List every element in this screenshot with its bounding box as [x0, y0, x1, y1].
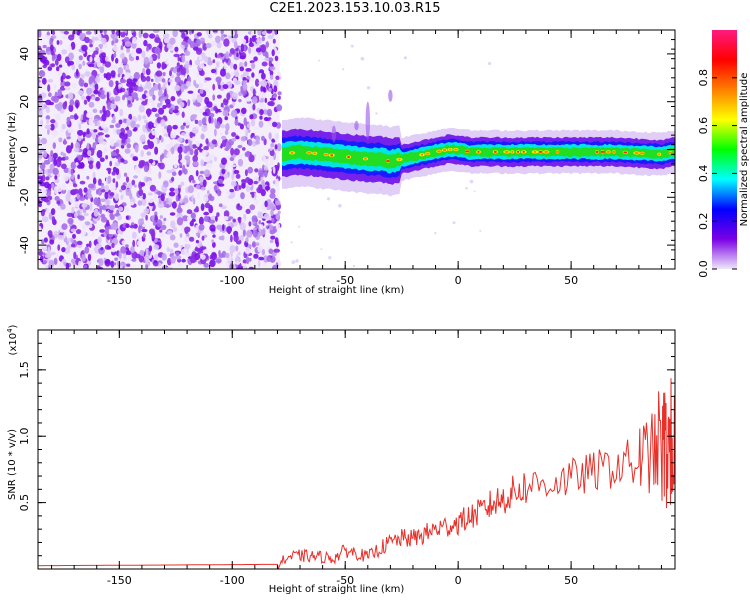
colorbar-tick-label: 0.0 [697, 260, 710, 278]
colorbar-tick-label: 0.8 [697, 69, 710, 87]
line-chart-axis-ticks: -150 -100 -50 0 50 0.5 1.0 1.5 [18, 329, 675, 587]
colorbar-tick-label: 0.2 [697, 212, 710, 230]
x-tick-label: -100 [220, 574, 245, 587]
x-tick-label: -50 [336, 574, 354, 587]
line-x-axis-label: Height of straight line (km) [269, 584, 405, 595]
colorbar-tick-label: 0.4 [697, 165, 710, 183]
y-tick-label: 1.0 [18, 427, 31, 445]
scale-close: ) [8, 324, 19, 328]
y-tick-label: 40 [18, 47, 31, 61]
x-tick-label: -150 [107, 274, 132, 287]
line-y-axis-label: SNR (10 * v/v) [7, 429, 18, 500]
y-tick-label: 20 [18, 95, 31, 109]
colorbar-ticks: 0.0 0.2 0.4 0.6 0.8 [697, 69, 737, 278]
spectrum-heatmap: -150 -100 -50 0 50 -40 -20 0 20 40 Height of stra… [7, 29, 676, 296]
scale-base: (x10 [8, 333, 19, 356]
colorbar: 0.0 0.2 0.4 0.6 0.8 Normalized spectral ampl… [697, 30, 750, 278]
signal-ridge [282, 89, 675, 197]
heatmap-x-axis-label: Height of straight line (km) [269, 285, 405, 296]
x-tick-label: 0 [455, 574, 462, 587]
line-chart-frame [37, 329, 676, 570]
y-tick-label: -20 [18, 188, 31, 206]
x-tick-label: 50 [564, 274, 578, 287]
x-tick-label: -50 [336, 274, 354, 287]
colorbar-label: Normalized spectral amplitude [739, 73, 750, 227]
snr-line-chart: -150 -100 -50 0 50 0.5 1.0 1.5 Height of straig… [6, 324, 676, 595]
y-tick-label: 1.5 [18, 361, 31, 379]
y-tick-label: -40 [18, 236, 31, 254]
noise-region [38, 30, 498, 269]
heatmap-axis-ticks: -150 -100 -50 0 50 -40 -20 0 20 40 [18, 29, 675, 287]
x-tick-label: 50 [564, 574, 578, 587]
line-y-scale-label: (x104) [6, 324, 19, 355]
colorbar-scale [712, 30, 737, 269]
y-tick-label: 0.5 [18, 494, 31, 512]
x-tick-label: -100 [220, 274, 245, 287]
colorbar-tick-label: 0.6 [697, 117, 710, 135]
y-tick-label: 0 [18, 146, 31, 153]
heatmap-y-axis-label: Frequency (Hz) [7, 112, 18, 188]
scale-exponent: 4 [6, 328, 14, 333]
chart-title: C2E1.2023.153.10.03.R15 [269, 1, 441, 16]
x-tick-label: 0 [455, 274, 462, 287]
snr-series-line [38, 378, 675, 569]
x-tick-label: -150 [107, 574, 132, 587]
